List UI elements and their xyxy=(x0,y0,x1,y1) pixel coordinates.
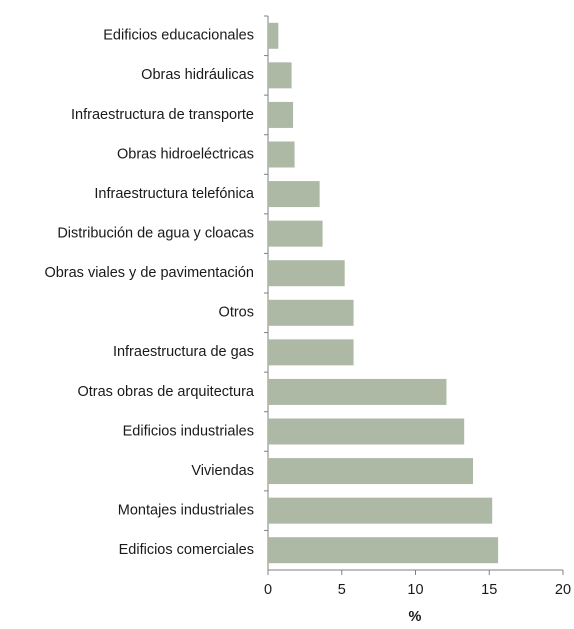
bar xyxy=(268,299,354,326)
bar xyxy=(268,378,447,405)
y-tick-label: Distribución de agua y cloacas xyxy=(57,225,254,241)
bar xyxy=(268,260,345,287)
bar xyxy=(268,62,292,89)
y-tick-label: Edificios educacionales xyxy=(103,28,254,44)
y-tick-label: Obras hidráulicas xyxy=(141,67,254,83)
y-tick-label: Edificios industriales xyxy=(123,423,254,439)
bar xyxy=(268,220,323,247)
bar xyxy=(268,418,465,445)
x-tick-label: 0 xyxy=(264,582,272,598)
x-tick-label: 5 xyxy=(338,582,346,598)
y-tick-label: Montajes industriales xyxy=(118,502,254,518)
y-tick-label: Infraestructura de gas xyxy=(113,344,254,360)
bar xyxy=(268,537,499,564)
x-tick-label: 10 xyxy=(407,582,423,598)
bar xyxy=(268,497,493,524)
y-tick-label: Edificios comerciales xyxy=(119,542,254,558)
y-tick-label: Infraestructura telefónica xyxy=(94,186,255,202)
y-tick-label: Obras hidroeléctricas xyxy=(117,146,254,162)
y-tick-label: Otras obras de arquitectura xyxy=(77,384,254,400)
y-tick-label: Otros xyxy=(219,305,254,321)
y-tick-label: Obras viales y de pavimentación xyxy=(44,265,254,281)
bar xyxy=(268,339,354,366)
bar xyxy=(268,458,474,485)
x-tick-label: 15 xyxy=(481,582,497,598)
bar xyxy=(268,181,320,208)
x-tick-label: 20 xyxy=(555,582,571,598)
bar xyxy=(268,22,279,49)
y-tick-label: Viviendas xyxy=(191,463,254,479)
bar xyxy=(268,101,294,128)
x-axis-label: % xyxy=(409,609,422,624)
bar xyxy=(268,141,295,168)
y-tick-label: Infraestructura de transporte xyxy=(71,107,254,123)
